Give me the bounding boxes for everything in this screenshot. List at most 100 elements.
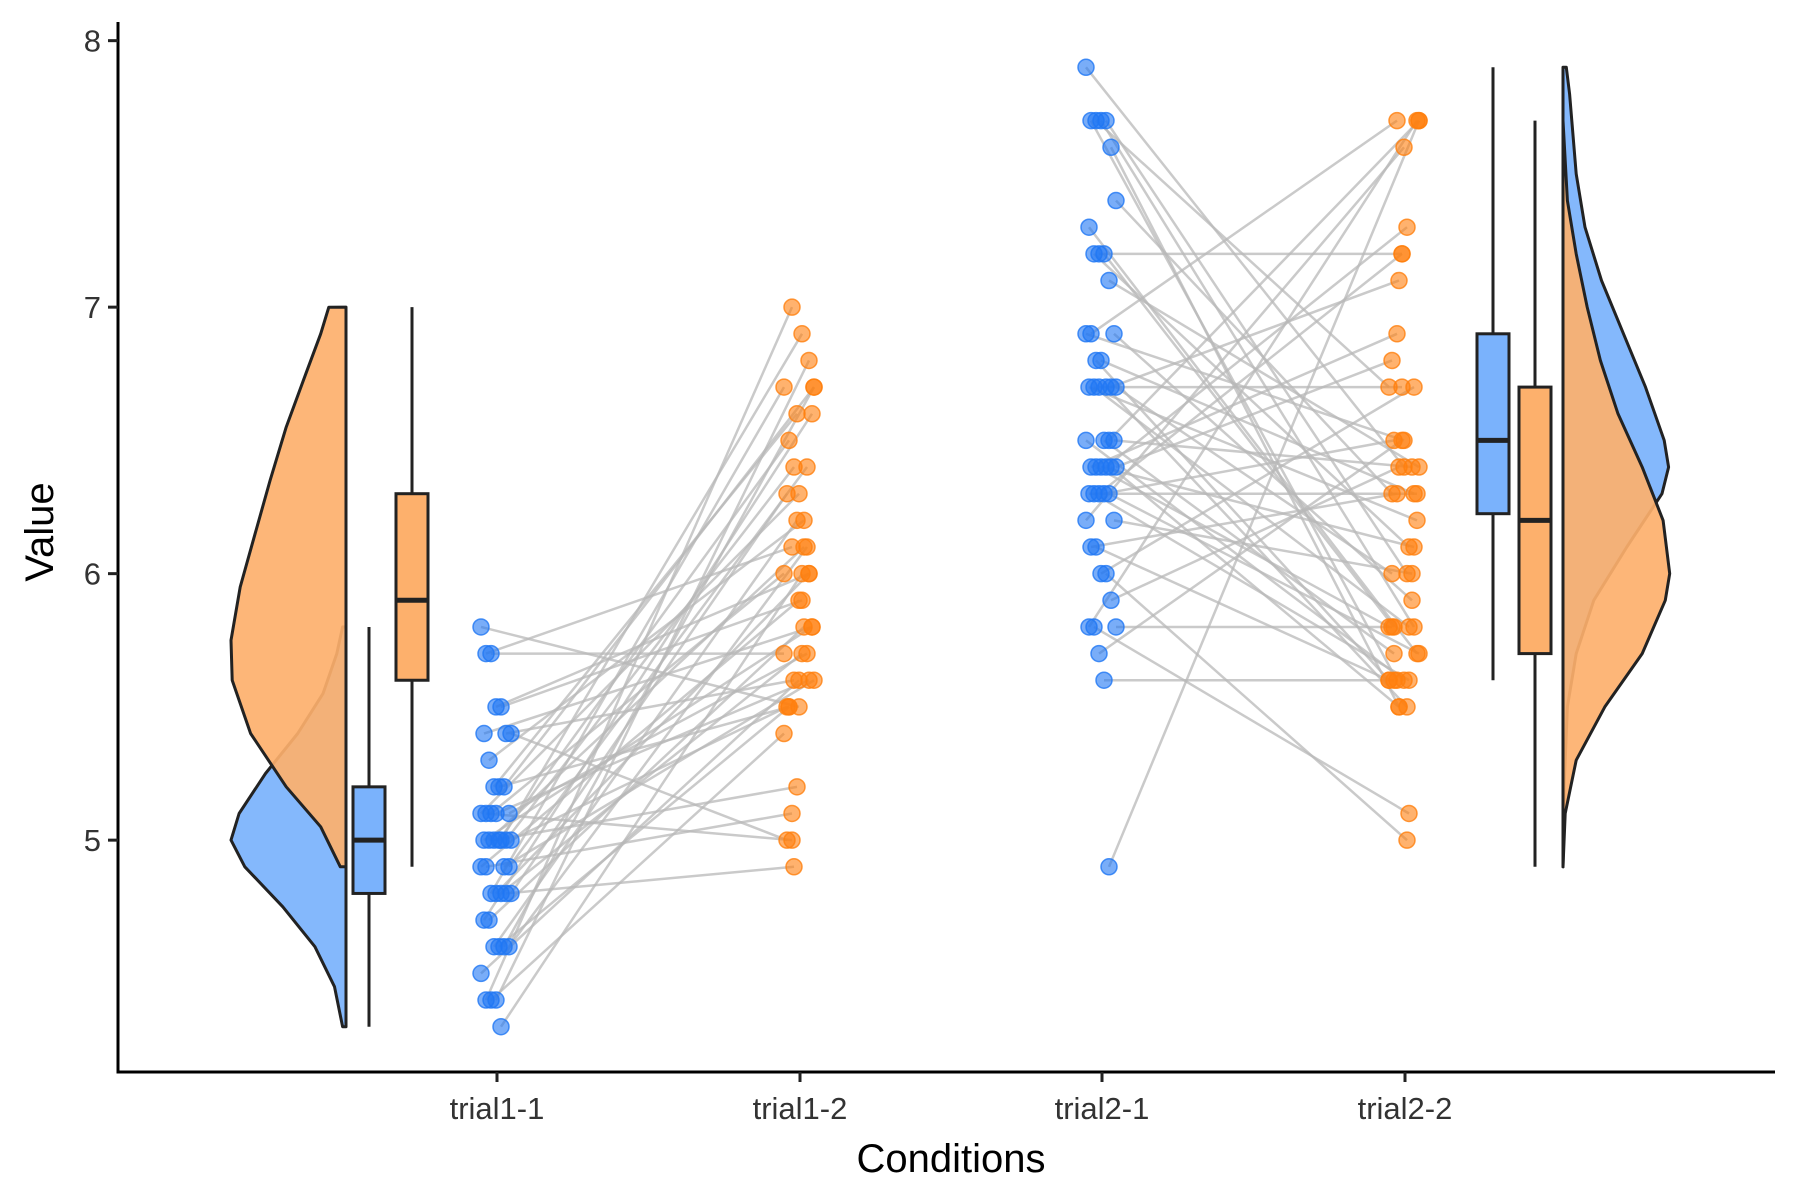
pair-line <box>499 572 804 1028</box>
point-trial1-2 <box>775 378 793 396</box>
point-trial1-2 <box>783 804 801 823</box>
pair-line <box>1107 120 1421 868</box>
pair-line <box>1108 119 1420 442</box>
point-trial1-2 <box>783 298 801 316</box>
pair-line <box>1105 572 1408 842</box>
point-trial2-2 <box>1398 831 1416 849</box>
point-trial1-2 <box>793 644 811 663</box>
pair-line <box>1100 386 1415 575</box>
point-trial1-2 <box>793 325 811 343</box>
y-axis-title: Value <box>18 482 62 581</box>
point-trial2-1 <box>1095 245 1113 263</box>
point-trial1-1 <box>500 858 518 876</box>
pair-line <box>485 545 793 655</box>
point-trial1-2 <box>788 778 806 796</box>
point-trial2-1 <box>1085 618 1103 636</box>
pair-line <box>1093 492 1410 682</box>
point-trial1-2 <box>805 671 823 689</box>
point-trial2-2 <box>1410 111 1428 130</box>
y-ticks: 5 6 7 8 <box>84 24 118 858</box>
pair-line <box>489 386 786 895</box>
half-violins <box>229 65 1672 1029</box>
data-points <box>472 58 1428 1036</box>
point-trial2-1 <box>1097 564 1115 583</box>
point-trial2-1 <box>1097 111 1115 130</box>
point-trial2-1 <box>1082 325 1100 343</box>
point-trial2-1 <box>1105 431 1123 450</box>
point-trial1-1 <box>477 858 495 876</box>
point-trial1-1 <box>472 964 490 983</box>
point-trial1-2 <box>775 564 793 583</box>
point-trial2-1 <box>1107 458 1125 476</box>
point-trial2-2 <box>1385 671 1403 689</box>
pair-line <box>510 705 788 842</box>
pair-line <box>488 519 805 762</box>
point-trial1-2 <box>805 378 823 396</box>
point-trial2-1 <box>1105 511 1123 530</box>
point-trial2-1 <box>1090 378 1108 396</box>
point-trial2-1 <box>1090 644 1108 663</box>
boxplots <box>351 67 1553 1027</box>
pair-line <box>494 359 811 1001</box>
point-trial2-1 <box>1077 431 1095 450</box>
pair-line <box>1090 332 1398 469</box>
pair-line <box>1115 359 1393 469</box>
point-trial2-1 <box>1095 671 1113 689</box>
violin-trial1-2 <box>229 305 348 869</box>
pair-line <box>1090 119 1398 335</box>
point-trial2-1 <box>1087 538 1105 556</box>
point-trial2-2 <box>1390 698 1408 716</box>
point-trial1-2 <box>790 671 808 689</box>
axes <box>116 22 1775 1074</box>
point-trial1-1 <box>482 644 500 663</box>
pair-line <box>1115 199 1393 495</box>
pair-line <box>1087 119 1419 628</box>
pair-line <box>505 679 795 735</box>
x-ticks: trial1-1 trial1-2 trial2-1 trial2-2 <box>450 1072 1452 1126</box>
pair-line <box>1085 439 1405 682</box>
pair-line <box>1098 252 1403 495</box>
pair-line <box>1095 545 1390 682</box>
point-trial2-2 <box>1393 431 1411 450</box>
point-trial2-2 <box>1408 484 1426 503</box>
point-trial1-1 <box>480 911 498 929</box>
pair-line <box>488 626 805 922</box>
point-trial2-1 <box>1077 511 1095 530</box>
point-trial2-2 <box>1390 271 1408 290</box>
pair-line <box>482 413 814 921</box>
pair-line <box>1113 332 1413 602</box>
point-trial1-2 <box>793 564 811 583</box>
point-trial1-2 <box>778 484 796 503</box>
pair-line <box>1098 439 1403 655</box>
pair-line <box>1110 279 1400 389</box>
point-trial2-2 <box>1408 511 1426 530</box>
point-trial2-2 <box>1403 564 1421 583</box>
pair-line <box>1099 119 1416 628</box>
point-trial2-1 <box>1077 58 1095 77</box>
pair-line <box>1113 439 1413 469</box>
pair-line <box>483 625 813 842</box>
point-trial1-2 <box>785 858 803 876</box>
pair-line <box>1085 146 1405 522</box>
pair-line <box>1115 386 1393 575</box>
pair-line <box>480 599 800 868</box>
pair-line <box>1103 253 1395 628</box>
point-trial1-1 <box>500 937 518 956</box>
pair-line <box>493 785 798 842</box>
point-trial2-2 <box>1383 618 1401 636</box>
point-trial2-1 <box>1100 271 1118 290</box>
point-trial2-1 <box>1080 218 1098 236</box>
point-trial2-2 <box>1388 484 1406 503</box>
pair-line <box>503 679 815 868</box>
pair-line <box>1110 466 1400 708</box>
y-tick-label: 7 <box>84 290 101 325</box>
box-trial2-1 <box>1475 332 1511 516</box>
point-trial2-2 <box>1393 245 1411 263</box>
point-trial2-2 <box>1403 591 1421 610</box>
point-trial2-1 <box>1100 858 1118 876</box>
point-trial2-1 <box>1100 484 1118 503</box>
x-tick-label: trial2-1 <box>1055 1091 1150 1126</box>
point-trial2-2 <box>1383 351 1401 370</box>
point-trial2-2 <box>1395 138 1413 157</box>
